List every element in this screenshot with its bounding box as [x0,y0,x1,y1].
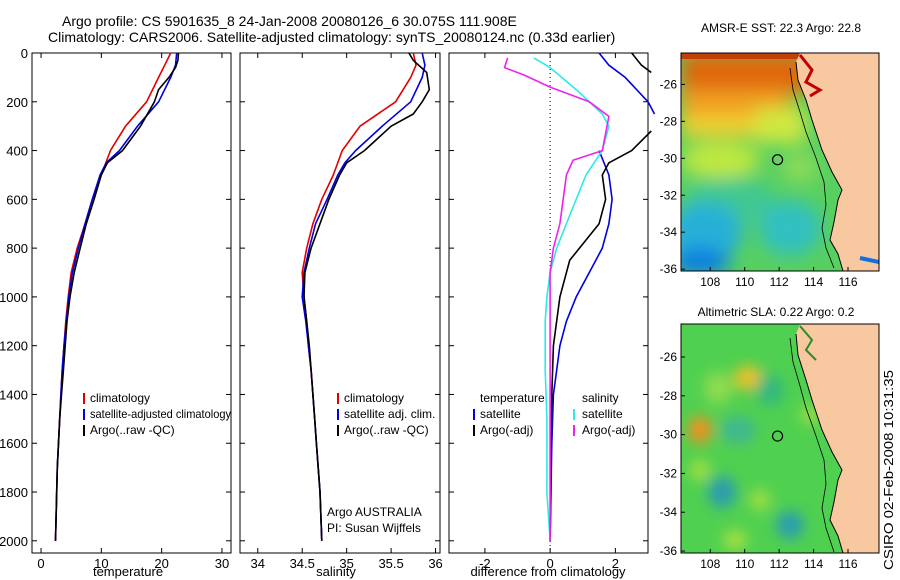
x-tick-label: 36 [428,556,442,571]
temperature-plot: 0 10 20 30 0 200 400 600 800 1000 1200 1400 1600 1800… [0,46,231,571]
series-line-temperature-argo-adj-deep- [549,130,652,541]
map-y-tick-label: -34 [660,225,678,239]
y-tick-label: 2000 [0,534,28,549]
x-tick-label: -2 [479,556,491,571]
sla-map-axes: 108 110 112 114 116 -26 -28 -30 -32 -34 -36 [660,350,858,571]
series-line-temperature-satellite [598,52,656,115]
x-tick-label: 34.5 [290,556,315,571]
salinity-legend: climatology satellite adj. clim. Argo(..… [327,391,435,535]
map-y-tick-label: -30 [660,151,678,165]
sst-map-axes: 108 110 112 114 116 -26 -28 -30 -32 -34 -36 [660,77,858,289]
legend-label: satellite [582,407,623,421]
map-y-tick-label: -30 [660,428,678,442]
legend-label: satellite [480,407,521,421]
temperature-panel-frame [31,52,232,554]
y-tick-label: 1600 [0,436,28,451]
y-tick-label: 200 [6,95,28,110]
map-y-tick-label: -34 [660,505,678,519]
y-tick-label: 800 [6,241,28,256]
difference-x-label: difference from climatology [470,564,626,579]
map-y-tick-label: -26 [660,350,678,364]
x-tick-label: 34 [251,556,265,571]
difference-panel-frame [448,52,649,554]
legend-label: climatology [90,391,150,405]
map-y-tick-label: -28 [660,389,678,403]
x-tick-label: 2 [612,556,619,571]
map-y-tick-label: -28 [660,114,678,128]
sst-map-image [681,53,879,271]
y-tick-label: 400 [6,144,28,159]
difference-legend: temperature satellite Argo(-adj) salinit… [473,391,635,437]
sst-map-title: AMSR-E SST: 22.3 Argo: 22.8 [701,21,861,35]
temperature-legend: climatology satellite-adjusted climatolo… [83,391,231,437]
x-tick-label: 20 [154,556,168,571]
y-tick-label: 1200 [0,339,28,354]
map-x-tick-label: 110 [735,275,754,289]
map-y-tick-label: -32 [660,466,678,480]
map-y-tick-label: -36 [660,544,678,558]
map-x-tick-label: 110 [735,557,754,571]
sla-map-image [681,324,879,553]
series-line-argo-raw-qc- [303,52,431,541]
series-line-temperature-satellite-deep- [549,150,613,541]
x-tick-label: 10 [94,556,108,571]
x-tick-label: 30 [215,556,229,571]
temperature-x-label: temperature [93,564,163,579]
salinity-plot: 34 34.5 35 35.5 36 [240,52,443,571]
legend-label: satellite adj. clim. [344,407,435,421]
y-tick-label: 1800 [0,485,28,500]
sst-map-frame [680,52,880,272]
map-y-tick-label: -36 [660,262,678,276]
map-x-tick-label: 114 [804,557,823,571]
legend-label: Argo(-adj) [480,423,533,437]
land-area [796,53,879,271]
map-x-tick-label: 116 [838,557,857,571]
series-line-argo-raw-qc- [54,52,180,541]
map-x-tick-label: 114 [804,275,823,289]
annotation-pi: PI: Susan Wijffels [327,521,421,535]
legend-title-salinity: salinity [582,391,619,405]
timestamp-label: CSIRO 02-Feb-2008 10:31:35 [881,370,896,570]
sla-map-title: Altimetric SLA: 0.22 Argo: 0.2 [698,305,855,319]
y-tick-label: 0 [21,46,28,61]
x-tick-label: 0 [37,556,44,571]
map-x-tick-label: 112 [770,557,789,571]
map-x-tick-label: 108 [700,275,720,289]
argo-position-marker [771,430,784,442]
legend-label: Argo(-adj) [582,423,635,437]
header-line-1: Argo profile: CS 5901635_8 24-Jan-2008 2… [62,13,517,29]
legend-label: Argo(..raw -QC) [90,423,175,437]
y-tick-label: 1000 [0,290,28,305]
map-x-tick-label: 112 [770,275,789,289]
series-line-temperature-argo-adj- [631,52,652,74]
series-line-salinity-argo-adj- [503,57,610,541]
legend-label: satellite-adjusted climatology [90,407,231,421]
salinity-panel-frame [239,52,441,554]
legend-label: climatology [344,391,404,405]
x-tick-label: 35 [339,556,353,571]
x-tick-label: 35.5 [378,556,403,571]
legend-label: Argo(..raw -QC) [344,423,429,437]
salinity-x-label: salinity [316,564,356,579]
sla-map-frame [680,323,880,554]
map-y-tick-label: -32 [660,188,678,202]
land-area [796,324,879,553]
x-tick-label: 0 [547,556,554,571]
isobath-line [789,337,835,553]
map-y-tick-label: -26 [660,77,678,91]
header-line-2: Climatology: CARS2006. Satellite-adjuste… [48,29,615,45]
annotation-argo-australia: Argo AUSTRALIA [327,505,422,519]
map-x-tick-label: 108 [700,557,720,571]
isobath-line [789,67,835,269]
y-tick-label: 1400 [0,387,28,402]
legend-title-temperature: temperature [480,391,545,405]
y-tick-label: 600 [6,192,28,207]
map-x-tick-label: 116 [838,275,857,289]
argo-position-marker [771,154,784,166]
difference-plot: -2 0 2 [449,52,656,571]
